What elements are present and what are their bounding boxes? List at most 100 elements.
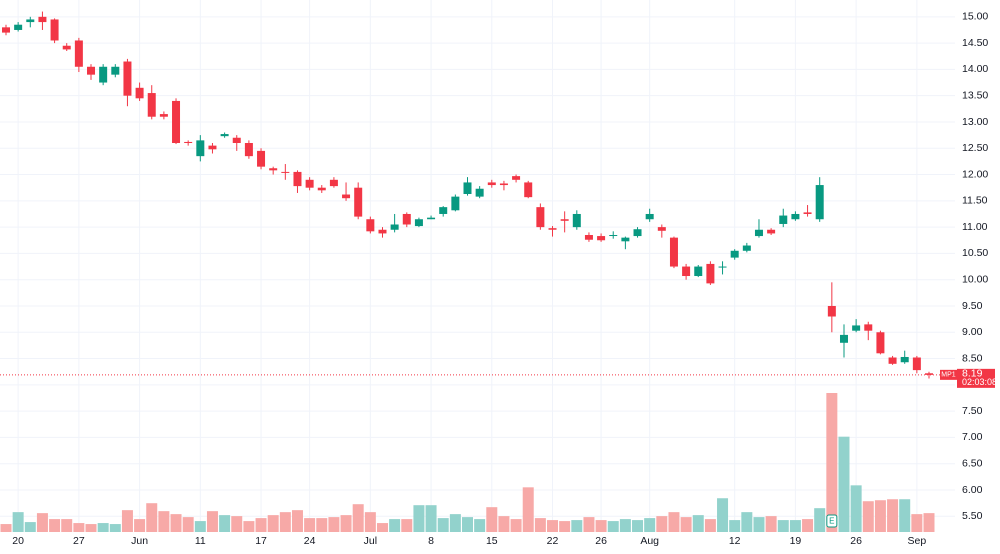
y-tick-label: 14.50 bbox=[962, 37, 988, 49]
candle-body bbox=[74, 40, 83, 67]
candle-body bbox=[232, 137, 241, 144]
candle-body bbox=[694, 266, 703, 277]
x-tick-label: Aug bbox=[640, 535, 659, 547]
plot-background bbox=[0, 0, 955, 531]
candle-body bbox=[354, 187, 363, 217]
candle-body bbox=[767, 229, 776, 234]
volume-bar bbox=[632, 520, 644, 532]
y-tick-label: 10.00 bbox=[962, 273, 988, 285]
candle-body bbox=[754, 229, 763, 237]
volume-bar bbox=[291, 510, 303, 532]
volume-bar bbox=[741, 512, 753, 532]
x-tick-label: 8 bbox=[428, 535, 434, 547]
candle-body bbox=[779, 215, 788, 224]
volume-bar bbox=[12, 512, 24, 532]
candle-body bbox=[147, 93, 156, 117]
candle-body bbox=[499, 183, 508, 186]
volume-bar bbox=[789, 520, 801, 532]
candle-body bbox=[669, 237, 678, 267]
candle-body bbox=[839, 334, 848, 343]
volume-bar bbox=[462, 517, 473, 532]
volume-bar bbox=[668, 512, 680, 532]
candle-body bbox=[463, 182, 472, 194]
volume-bar bbox=[534, 518, 546, 532]
volume-bar bbox=[692, 515, 704, 532]
volume-bar bbox=[243, 521, 255, 532]
candle-body bbox=[50, 19, 59, 41]
volume-bar bbox=[607, 521, 619, 532]
volume-bar bbox=[194, 521, 206, 532]
volume-bar bbox=[838, 436, 850, 532]
volume-bar bbox=[437, 518, 449, 532]
volume-bar bbox=[704, 519, 716, 532]
x-tick-label: Jun bbox=[131, 535, 148, 547]
volume-bar bbox=[413, 505, 425, 532]
volume-bar bbox=[109, 524, 121, 532]
volume-bar bbox=[887, 499, 899, 532]
y-tick-label: 9.50 bbox=[962, 300, 983, 312]
earnings-marker: E bbox=[829, 517, 834, 526]
volume-bar bbox=[923, 513, 935, 532]
volume-bar bbox=[255, 518, 267, 532]
candle-body bbox=[791, 213, 800, 220]
candle-body bbox=[572, 213, 581, 228]
volume-bar bbox=[401, 519, 413, 532]
y-tick-label: 12.00 bbox=[962, 168, 988, 180]
candle-body bbox=[439, 207, 448, 214]
volume-bar bbox=[874, 500, 886, 532]
candle-body bbox=[621, 237, 630, 242]
candle-body bbox=[38, 16, 47, 23]
candle-body bbox=[14, 24, 23, 30]
candle-body bbox=[560, 219, 569, 221]
candle-body bbox=[244, 143, 253, 157]
volume-bar bbox=[717, 498, 729, 532]
volume-bar bbox=[583, 517, 595, 532]
volume-bar bbox=[571, 520, 583, 532]
x-tick-label: 26 bbox=[850, 535, 862, 547]
candle-body bbox=[342, 194, 351, 199]
volume-bar bbox=[121, 510, 133, 532]
candle-body bbox=[2, 27, 10, 33]
volume-bar bbox=[729, 520, 741, 532]
x-tick-label: 11 bbox=[195, 535, 206, 547]
volume-bar bbox=[279, 512, 291, 532]
last-price-tag-bg bbox=[957, 368, 995, 388]
candle-body bbox=[609, 235, 618, 237]
x-tick-label: 17 bbox=[255, 535, 267, 547]
candle-body bbox=[402, 213, 411, 225]
last-price-tag: 8.19 bbox=[962, 368, 983, 380]
candle-body bbox=[414, 219, 423, 227]
symbol-tag: MP1 bbox=[941, 372, 956, 379]
x-tick-label: 26 bbox=[595, 535, 607, 547]
candle-body bbox=[633, 229, 642, 237]
candle-body bbox=[584, 235, 593, 240]
volume-bar bbox=[267, 515, 279, 532]
candle-body bbox=[548, 228, 557, 230]
volume-bar bbox=[364, 512, 376, 532]
candle-body bbox=[912, 357, 921, 371]
candle-body bbox=[62, 45, 71, 50]
volume-bar bbox=[644, 518, 656, 532]
volume-bar bbox=[425, 505, 437, 532]
candle-body bbox=[269, 168, 278, 171]
candle-body bbox=[196, 140, 205, 157]
volume-bar bbox=[73, 523, 85, 532]
volume-bar bbox=[328, 517, 340, 532]
candle-body bbox=[172, 100, 181, 144]
volume-bar bbox=[0, 524, 12, 532]
y-tick-label: 8.50 bbox=[962, 352, 983, 364]
volume-bar bbox=[595, 520, 607, 532]
volume-bar bbox=[316, 518, 328, 532]
y-tick-label: 15.00 bbox=[962, 11, 988, 23]
volume-bar bbox=[36, 513, 48, 532]
y-tick-label: 5.50 bbox=[962, 510, 983, 522]
candle-body bbox=[900, 356, 909, 363]
y-tick-label: 11.00 bbox=[962, 221, 988, 233]
volume-bar bbox=[85, 524, 97, 532]
candle-body bbox=[512, 176, 521, 180]
volume-bar bbox=[49, 519, 61, 532]
x-tick-label: 19 bbox=[790, 535, 802, 547]
y-tick-label: 6.50 bbox=[962, 457, 983, 469]
candle-body bbox=[827, 305, 836, 317]
